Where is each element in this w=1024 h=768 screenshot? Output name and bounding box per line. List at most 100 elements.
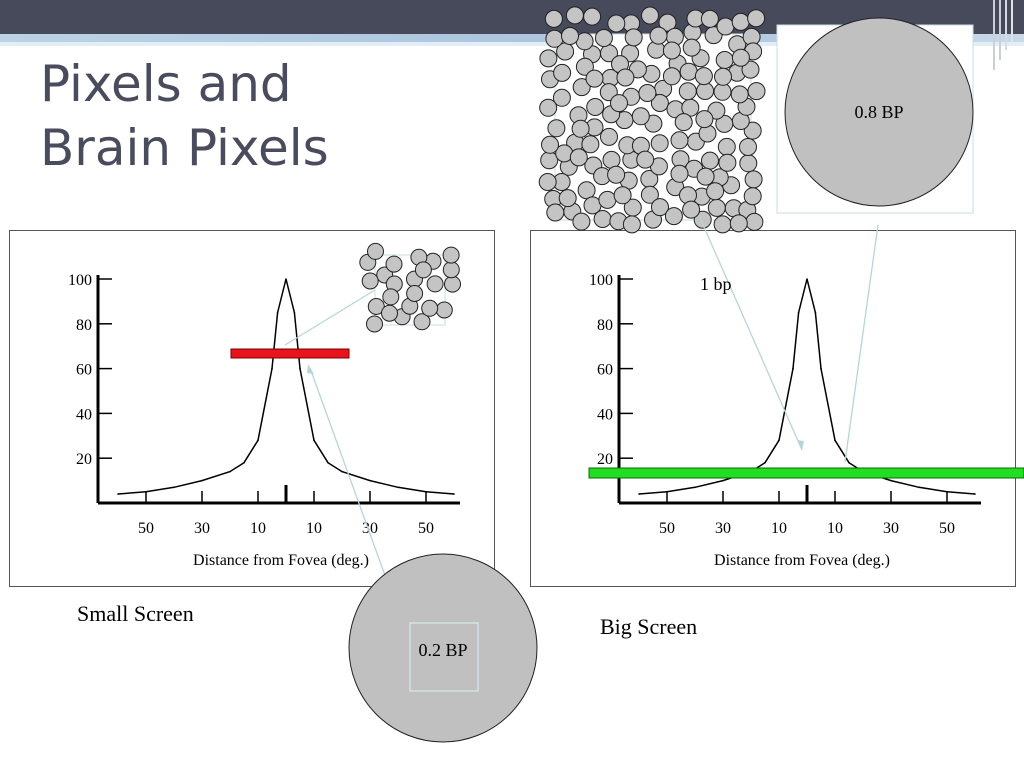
x-axis-label: Distance from Fovea (deg.) <box>714 552 890 569</box>
receptor-cell <box>598 190 617 209</box>
acuity-point <box>806 278 808 280</box>
receptor-cell <box>366 315 383 333</box>
receptor-cell <box>693 210 712 229</box>
receptor-cell <box>414 261 432 279</box>
acuity-point <box>722 479 724 482</box>
x-tick-label: 30 <box>715 520 731 537</box>
y-tick-label: 20 <box>597 451 613 468</box>
receptor-cell <box>572 212 591 231</box>
x-axis-label: Distance from Fovea (deg.) <box>193 552 369 569</box>
receptor-cell <box>583 7 602 26</box>
receptor-cell <box>540 151 559 170</box>
x-tick-label: 10 <box>827 520 843 537</box>
receptor-cell <box>649 26 668 45</box>
acuity-point <box>327 461 329 464</box>
caption-big-screen: Big Screen <box>600 614 698 639</box>
receptor-cell <box>616 68 635 87</box>
receptor-cell <box>561 27 579 45</box>
acuity-point <box>293 311 296 314</box>
y-tick-label: 20 <box>76 451 92 468</box>
receptor-cell <box>577 181 596 200</box>
receptor-cell <box>571 119 590 138</box>
receptor-cell <box>670 131 689 150</box>
receptor-cell <box>622 215 641 234</box>
title-line-1: Pixels and <box>40 55 292 113</box>
receptor-cell <box>544 9 563 28</box>
receptor-cluster-large <box>538 6 766 234</box>
acuity-point <box>285 278 287 280</box>
receptor-cell <box>421 299 439 317</box>
acuity-point <box>974 493 976 495</box>
receptor-cell <box>640 185 659 204</box>
receptor-cell <box>707 198 726 217</box>
right-chart-panel: 20 40 60 80 100 50 30 10 10 30 50 Distance from Fov… <box>530 230 1016 587</box>
receptor-cell <box>739 154 758 173</box>
receptor-cell <box>715 114 734 133</box>
receptor-cell <box>729 214 748 233</box>
acuity-point <box>299 367 301 370</box>
receptor-cell <box>381 304 398 322</box>
receptor-cell <box>547 119 566 138</box>
receptor-cell <box>651 198 669 217</box>
y-tick-label: 100 <box>68 272 92 289</box>
receptor-cell <box>741 60 760 79</box>
y-tick-label: 40 <box>597 406 613 423</box>
acuity-point <box>257 439 259 442</box>
right-acuity-chart: 20 40 60 80 100 50 30 10 10 30 50 Distance from Fov… <box>589 272 981 569</box>
connector-arrowhead <box>307 364 314 374</box>
receptor-cell <box>715 51 734 69</box>
acuity-point <box>453 493 455 495</box>
acuity-point <box>797 311 800 314</box>
small-screen-bar <box>230 348 350 359</box>
receptor-cell <box>641 6 659 25</box>
receptor-cell <box>696 167 715 186</box>
receptor-cell <box>572 78 591 97</box>
receptor-cell <box>695 110 714 129</box>
receptor-cell <box>694 67 713 86</box>
receptor-cell <box>600 127 618 146</box>
receptor-cell <box>696 82 715 100</box>
receptor-cell <box>731 48 750 67</box>
acuity-point <box>638 493 640 495</box>
receptor-cell <box>716 17 735 36</box>
receptor-cell <box>679 62 698 81</box>
receptor-cell <box>636 150 655 169</box>
receptor-cell <box>678 82 697 101</box>
receptor-cell <box>546 203 565 222</box>
acuity-point <box>778 439 780 442</box>
acuity-point <box>918 486 920 489</box>
receptor-cell <box>718 153 737 172</box>
receptor-cell <box>747 82 766 101</box>
receptor-cell <box>442 261 460 279</box>
small-circle-frame <box>409 622 479 692</box>
receptor-cell <box>385 255 403 273</box>
receptor-cell <box>713 82 732 101</box>
title-line-2: Brain Pixels <box>40 119 329 177</box>
receptor-cell <box>607 165 626 184</box>
receptor-cell <box>706 182 725 201</box>
receptor-cell <box>607 14 626 33</box>
receptor-cell <box>714 67 732 86</box>
receptor-cell <box>628 60 647 79</box>
acuity-point <box>341 470 343 473</box>
acuity-point <box>271 367 273 370</box>
receptor-cell <box>662 67 681 86</box>
receptor-cell <box>413 313 431 331</box>
receptor-cell <box>361 272 379 290</box>
receptor-cell <box>575 57 594 76</box>
brain-pixel-circle-small <box>348 553 538 743</box>
receptor-cell <box>650 134 669 153</box>
receptor-cell <box>682 200 701 219</box>
receptor-cell <box>581 135 600 154</box>
x-tick-label: 50 <box>418 520 434 537</box>
receptor-cell <box>650 94 669 112</box>
acuity-point <box>173 486 175 489</box>
receptor-cell <box>638 84 657 102</box>
receptor-cell <box>658 13 677 32</box>
receptor-cell <box>552 88 571 107</box>
receptor-cell <box>731 12 750 31</box>
receptor-cell <box>586 98 605 116</box>
receptor-cell <box>700 9 719 28</box>
receptor-cell <box>367 242 384 260</box>
receptor-cell <box>662 41 681 60</box>
